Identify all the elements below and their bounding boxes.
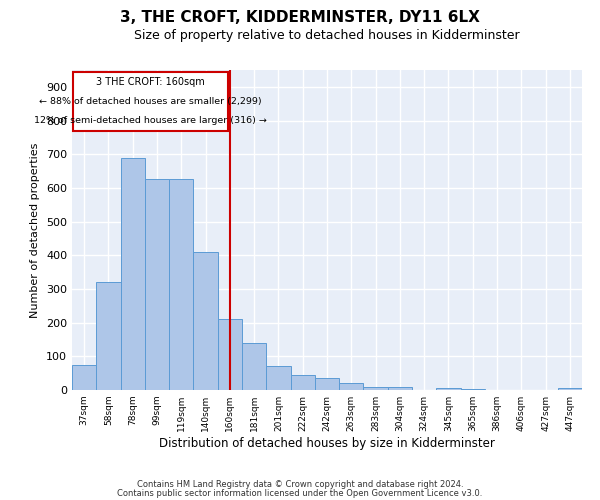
Bar	[315, 378, 339, 390]
Bar	[364, 386, 388, 390]
Bar	[96, 282, 121, 390]
Bar	[558, 388, 582, 390]
Bar	[242, 343, 266, 390]
FancyBboxPatch shape	[73, 72, 228, 130]
Text: Contains HM Land Registry data © Crown copyright and database right 2024.: Contains HM Land Registry data © Crown c…	[137, 480, 463, 489]
Bar	[218, 320, 242, 390]
Text: 12% of semi-detached houses are larger (316) →: 12% of semi-detached houses are larger (…	[34, 116, 267, 126]
Bar	[266, 366, 290, 390]
Bar	[193, 252, 218, 390]
Bar	[290, 375, 315, 390]
Bar	[339, 384, 364, 390]
Bar	[169, 180, 193, 390]
X-axis label: Distribution of detached houses by size in Kidderminster: Distribution of detached houses by size …	[159, 437, 495, 450]
Text: 3, THE CROFT, KIDDERMINSTER, DY11 6LX: 3, THE CROFT, KIDDERMINSTER, DY11 6LX	[120, 10, 480, 25]
Text: ← 88% of detached houses are smaller (2,299): ← 88% of detached houses are smaller (2,…	[39, 96, 262, 106]
Bar	[121, 158, 145, 390]
Bar	[388, 388, 412, 390]
Y-axis label: Number of detached properties: Number of detached properties	[31, 142, 40, 318]
Bar	[72, 364, 96, 390]
Bar	[436, 388, 461, 390]
Title: Size of property relative to detached houses in Kidderminster: Size of property relative to detached ho…	[134, 30, 520, 43]
Bar	[145, 180, 169, 390]
Bar	[461, 389, 485, 390]
Text: 3 THE CROFT: 160sqm: 3 THE CROFT: 160sqm	[96, 76, 205, 86]
Text: Contains public sector information licensed under the Open Government Licence v3: Contains public sector information licen…	[118, 488, 482, 498]
